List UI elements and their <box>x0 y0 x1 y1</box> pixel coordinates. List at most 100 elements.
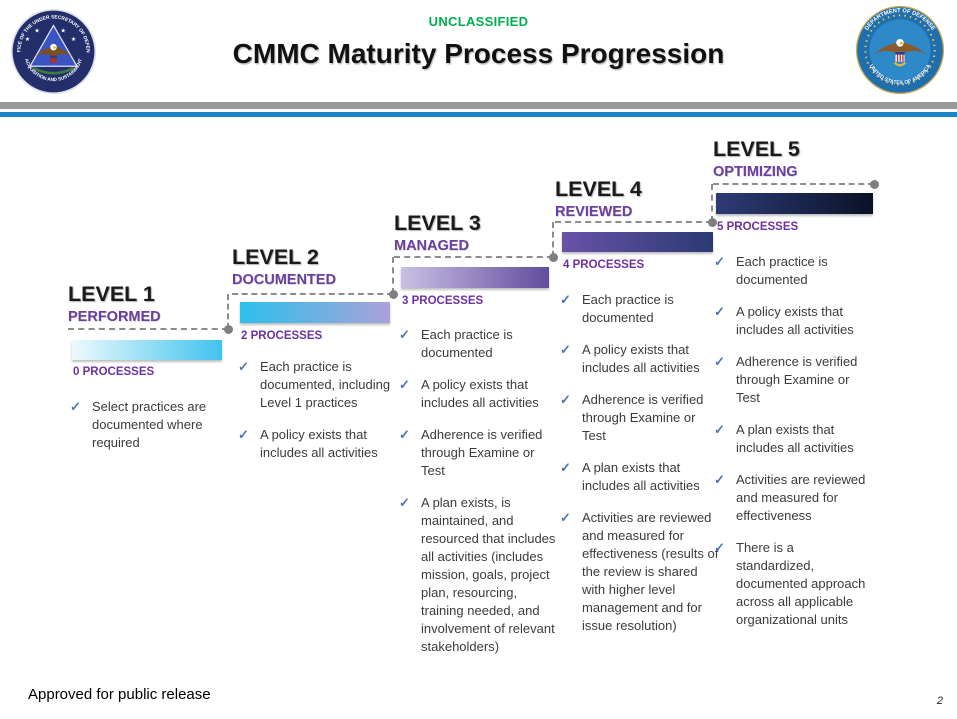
eagle-beak <box>53 45 58 49</box>
check-icon: ✓ <box>399 427 410 442</box>
header-divider-gray <box>0 102 957 109</box>
ousd-acquisition-sustainment-seal: OFFICE OF THE UNDER SECRETARY OF DEFENSE… <box>10 8 97 95</box>
shield-stripe <box>896 54 899 62</box>
level-processes-label: 5 PROCESSES <box>717 221 799 233</box>
level-processes-label: 2 PROCESSES <box>241 330 323 342</box>
header-divider-blue <box>0 112 957 117</box>
bullet-item: ✓ Adherence is verified through Examine o… <box>399 426 559 480</box>
check-icon: ✓ <box>714 422 725 437</box>
level-title: LEVEL 5 <box>713 137 800 161</box>
connector-dot-2 <box>389 290 398 299</box>
star-ring <box>864 14 936 86</box>
connector-segment-v3 <box>552 222 554 257</box>
bullet-item: ✓ A policy exists that includes all activ… <box>714 303 874 339</box>
bullet-item: ✓ Each practice is documented, including … <box>238 358 398 412</box>
eagle-shield-chief <box>895 51 905 55</box>
level-progress-bar <box>562 232 713 252</box>
shield-stripe <box>902 54 904 62</box>
department-of-defense-seal: DEPARTMENT OF DEFENSE UNITED STATES OF A… <box>855 5 945 95</box>
bullet-text: Activities are reviewed and measured for… <box>582 510 719 633</box>
eagle-tail <box>893 61 907 67</box>
bullet-text: Adherence is verified through Examine or… <box>736 354 858 405</box>
bullet-item: ✓ A plan exists that includes all activit… <box>560 459 720 495</box>
check-icon: ✓ <box>560 460 571 475</box>
connector-segment-h5 <box>713 183 874 185</box>
eagle-icon <box>36 47 71 58</box>
laurel-branch <box>32 66 75 75</box>
eagle-shield-chief <box>50 55 57 59</box>
bullet-text: A plan exists, is maintained, and resour… <box>421 495 556 654</box>
eagle-icon <box>874 42 926 56</box>
bullet-item: ✓ Each practice is documented <box>399 326 559 362</box>
connector-dot-5 <box>870 180 879 189</box>
check-icon: ✓ <box>714 540 725 555</box>
connector-segment-h1 <box>68 328 228 330</box>
bullet-item: ✓ Each practice is documented <box>560 291 720 327</box>
check-icon: ✓ <box>714 304 725 319</box>
connector-segment-h4 <box>555 221 712 223</box>
level-bullet-list: ✓ Each practice is documented ✓ A policy ex… <box>560 291 720 649</box>
connector-segment-v2 <box>392 257 394 294</box>
approval-statement: Approved for public release <box>28 686 211 703</box>
level-title: LEVEL 1 <box>68 282 155 306</box>
bullet-text: A policy exists that includes all activi… <box>736 304 854 337</box>
bullet-item: ✓ A policy exists that includes all activ… <box>560 341 720 377</box>
bullet-text: There is a standardized, documented appr… <box>736 540 866 627</box>
bullet-text: A plan exists that includes all activiti… <box>582 460 700 493</box>
level-title: LEVEL 2 <box>232 245 319 269</box>
bullet-text: A policy exists that includes all activi… <box>421 377 539 410</box>
connector-segment-v4 <box>711 184 713 222</box>
level-bullet-list: ✓ Select practices are documented where r… <box>70 398 230 466</box>
bullet-item: ✓ Activities are reviewed and measured fo… <box>714 471 874 525</box>
bullet-item: ✓ Activities are reviewed and measured fo… <box>560 509 720 635</box>
bullet-text: Each practice is documented, including L… <box>260 359 391 410</box>
check-icon: ✓ <box>70 399 81 414</box>
check-icon: ✓ <box>238 427 249 442</box>
connector-segment-h3 <box>394 256 553 258</box>
level-progress-bar <box>240 302 390 323</box>
star-icon: ★ <box>60 27 65 34</box>
bullet-item: ✓ A plan exists that includes all activit… <box>714 421 874 457</box>
page-title: CMMC Maturity Process Progression <box>232 38 725 69</box>
star-icon: ★ <box>25 36 30 43</box>
level-progress-bar <box>716 193 873 214</box>
check-icon: ✓ <box>399 377 410 392</box>
bullet-text: Each practice is documented <box>421 327 513 360</box>
level-subtitle: MANAGED <box>394 238 469 254</box>
check-icon: ✓ <box>714 472 725 487</box>
bullet-item: ✓ A plan exists, is maintained, and resou… <box>399 494 559 656</box>
level-title: LEVEL 4 <box>555 177 642 201</box>
level-bullet-list: ✓ Each practice is documented ✓ A policy ex… <box>399 326 559 670</box>
check-icon: ✓ <box>560 510 571 525</box>
bullet-text: Each practice is documented <box>582 292 674 325</box>
level-bullet-list: ✓ Each practice is documented ✓ A policy ex… <box>714 253 874 643</box>
page-number: 2 <box>936 695 943 707</box>
bullet-item: ✓ Each practice is documented <box>714 253 874 289</box>
star-icon: ★ <box>71 36 76 43</box>
bullet-item: ✓ A policy exists that includes all activ… <box>238 426 398 462</box>
check-icon: ✓ <box>560 392 571 407</box>
bullet-text: Select practices are documented where re… <box>92 399 207 450</box>
check-icon: ✓ <box>714 354 725 369</box>
level-subtitle: PERFORMED <box>68 309 161 325</box>
check-icon: ✓ <box>238 359 249 374</box>
level-subtitle: OPTIMIZING <box>713 164 798 180</box>
level-processes-label: 3 PROCESSES <box>402 295 484 307</box>
bullet-item: ✓ Select practices are documented where r… <box>70 398 230 452</box>
bullet-text: A plan exists that includes all activiti… <box>736 422 854 455</box>
bullet-text: Each practice is documented <box>736 254 828 287</box>
eagle-shield <box>50 55 57 63</box>
check-icon: ✓ <box>399 495 410 510</box>
bullet-item: ✓ A policy exists that includes all activ… <box>399 376 559 412</box>
check-icon: ✓ <box>714 254 725 269</box>
bullet-text: Adherence is verified through Examine or… <box>582 392 704 443</box>
level-processes-label: 0 PROCESSES <box>73 366 155 378</box>
bullet-item: ✓ Adherence is verified through Examine o… <box>714 353 874 407</box>
check-icon: ✓ <box>560 342 571 357</box>
connector-segment-h2 <box>232 293 393 295</box>
level-subtitle: DOCUMENTED <box>232 272 336 288</box>
connector-segment-v1 <box>227 294 229 329</box>
level-title: LEVEL 3 <box>394 211 481 235</box>
